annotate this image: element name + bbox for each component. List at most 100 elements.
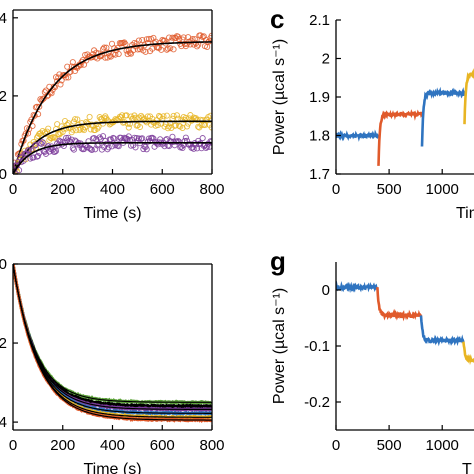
- top-left-point: [111, 135, 118, 142]
- g-segment: [462, 341, 474, 366]
- top-left-point: [57, 81, 64, 88]
- c-y-tick-label: 2.1: [309, 12, 330, 29]
- top-left-point: [115, 143, 122, 150]
- top-left-point: [132, 114, 139, 121]
- top-left-point: [135, 37, 142, 44]
- g-panel-letter: g: [270, 246, 286, 276]
- top-left-point: [207, 35, 212, 42]
- g-segment: [376, 287, 423, 322]
- top-left-point: [122, 41, 129, 48]
- c-segment: [377, 109, 423, 166]
- top-left-point: [88, 121, 95, 128]
- bottom-left-fit-line: [13, 264, 212, 421]
- top-left-point: [45, 125, 52, 132]
- c-y-tick-label: 2: [322, 51, 330, 68]
- top-left-point: [195, 123, 202, 130]
- top-left-point: [64, 63, 71, 70]
- top-left-point: [169, 133, 176, 140]
- top-left-point: [76, 127, 83, 134]
- bottom-left-x-tick-label: 800: [199, 437, 224, 454]
- top-left-point: [63, 74, 70, 81]
- top-left-point: [143, 36, 150, 43]
- top-left-point: [20, 157, 27, 164]
- top-left-series: [13, 32, 212, 171]
- panel-top-left: 0 200 400 600 800 0 2 4 Time (s): [0, 9, 225, 222]
- c-segment: [420, 86, 466, 147]
- top-left-point: [164, 45, 172, 52]
- top-left-point: [70, 63, 77, 71]
- top-left-point: [139, 135, 146, 142]
- g-x-tick-label: 500: [377, 437, 402, 454]
- bottom-left-trace: [13, 264, 212, 410]
- top-left-point: [95, 123, 102, 130]
- top-left-point: [54, 78, 61, 85]
- top-left-point: [69, 126, 76, 133]
- top-left-x-tick-label: 0: [9, 181, 17, 198]
- top-left-point: [125, 124, 132, 131]
- top-left-y-tick-label: 0: [0, 166, 7, 183]
- top-left-fit-line: [13, 142, 212, 174]
- g-segment: [336, 280, 379, 293]
- g-x-tick-label: 1000: [426, 437, 459, 454]
- top-left-fit-line: [13, 120, 212, 174]
- top-left-point: [174, 115, 182, 122]
- top-left-point: [179, 144, 186, 152]
- top-left-point: [163, 112, 170, 119]
- g-data: [336, 280, 474, 366]
- top-left-point: [99, 46, 107, 53]
- g-y-tick-label: 0: [322, 282, 330, 299]
- top-left-point: [149, 134, 156, 141]
- bottom-left-x-tick-label: 600: [150, 437, 175, 454]
- top-left-point: [170, 112, 177, 119]
- c-x-tick-label: 0: [332, 181, 340, 198]
- bottom-left-trace: [13, 264, 212, 416]
- top-left-point: [69, 145, 76, 152]
- top-left-point: [99, 133, 107, 140]
- panel-bottom-left: 0 200 400 600 800 0 2 4 Time (s): [0, 256, 225, 474]
- bottom-left-y-tick-label: 0: [0, 256, 7, 273]
- bottom-left-x-tick-label: 0: [9, 437, 17, 454]
- top-left-point: [132, 144, 139, 151]
- top-left-point: [86, 113, 93, 121]
- top-left-point: [26, 147, 33, 154]
- panel-g: 0 500 1000 0 -0.1 -0.2 T Power (µcal s⁻¹) g: [270, 246, 474, 474]
- top-left-data: [13, 32, 212, 174]
- bottom-left-data: [13, 264, 212, 423]
- c-y-tick-label: 1.8: [309, 128, 330, 145]
- top-left-point: [157, 136, 164, 143]
- bottom-left-fit-line: [13, 264, 212, 418]
- top-left-point: [88, 146, 95, 153]
- top-left-point: [182, 134, 189, 141]
- c-data: [336, 68, 474, 166]
- top-left-point: [160, 113, 167, 120]
- top-left-point: [38, 140, 45, 147]
- g-y-tick-label: -0.2: [304, 394, 330, 411]
- g-segment: [419, 315, 465, 347]
- top-left-x-tick-label: 600: [150, 181, 175, 198]
- top-left-point: [199, 117, 206, 124]
- top-left-point: [52, 147, 60, 155]
- top-left-point: [35, 152, 42, 159]
- top-left-point: [123, 112, 130, 119]
- top-left-y-tick-label: 4: [0, 10, 7, 27]
- top-left-point: [106, 52, 113, 59]
- top-left-point: [95, 141, 102, 148]
- c-x-axis-label: Time: [456, 205, 474, 222]
- top-left-point: [119, 112, 126, 119]
- bottom-left-trace: [13, 264, 212, 406]
- bottom-left-fit-line: [13, 264, 212, 407]
- c-x-tick-label: 1000: [426, 181, 459, 198]
- top-left-point: [60, 142, 67, 150]
- c-segment: [336, 129, 380, 142]
- bottom-left-fit-line: [13, 264, 212, 410]
- top-left-point: [51, 134, 58, 141]
- g-x-tick-label: 0: [332, 437, 340, 454]
- top-left-point: [51, 148, 58, 155]
- g-y-axis-label: Power (µcal s⁻¹): [271, 288, 288, 404]
- top-left-y-tick-label: 2: [0, 88, 7, 105]
- c-x-tick-label: 500: [377, 181, 402, 198]
- c-y-tick-label: 1.7: [309, 166, 330, 183]
- bottom-left-trace: [13, 264, 212, 423]
- bottom-left-y-tick-label: 2: [0, 335, 7, 352]
- top-left-point: [199, 33, 206, 41]
